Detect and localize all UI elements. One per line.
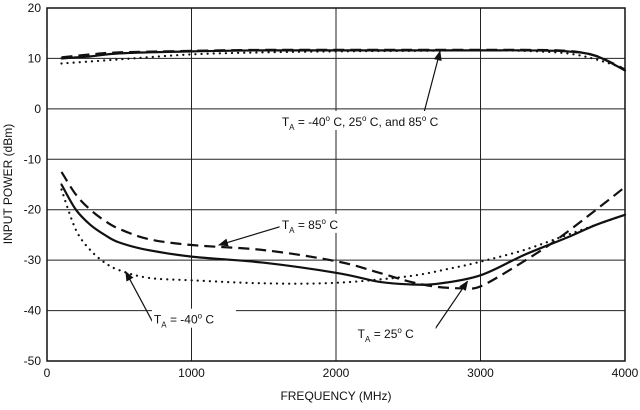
annotation-text-base: T [282,218,290,232]
annotation-text-rest2: C [202,313,214,327]
annotation-text-rest: = -40 [295,115,326,129]
plot-frame [46,7,626,362]
annotation-text-sub: A [289,123,295,132]
y-tick-label: -40 [24,304,42,318]
annotation-text-rest4: C [426,115,438,129]
annotation-text-rest: = -40 [167,313,198,327]
annotation-text-sup1: o [397,326,402,335]
annotation-text-rest2: C [326,218,338,232]
annotation-t85: TA = 85o C [217,213,356,247]
annotation-label-bg [279,213,356,233]
y-tick-label: -10 [24,152,42,166]
annotation-label: TA = 25o C [358,326,415,344]
annotation-text-sup1: o [326,114,331,123]
y-tick-label: -20 [24,203,42,217]
annotation-arrow [217,226,280,247]
annotation-text-sup1: o [322,217,327,226]
series-line-4 [60,183,627,286]
series-line-2 [61,48,626,71]
grid [46,7,626,362]
annotation-label: TA = -40o C [154,312,215,330]
annotation-tm40: TA = -40o C [125,270,236,330]
series-line-0 [60,49,627,70]
annotation-text-sub: A [365,335,371,344]
annotation-arrow [125,270,154,322]
y-axis-label: INPUT POWER (dBm) [1,124,15,244]
x-axis-label: FREQUENCY (MHz) [280,389,391,403]
annotation-text-sub: A [161,321,167,330]
annotation-text-sup1: o [198,312,203,321]
x-tick-label: 0 [44,366,51,380]
y-tick-label: 10 [28,51,42,65]
x-tick-label: 4000 [612,366,639,380]
series-lines [60,48,627,290]
x-tick-label: 1000 [178,366,205,380]
annotation-label: TA = 85o C [282,217,339,235]
annotation-arrow [432,280,469,333]
annotation-label: TA = -40o C, 25o C, and 85o C [282,114,439,132]
annotation-text-sub: A [289,226,295,235]
x-tick-label: 3000 [467,366,494,380]
annotation-text-rest: = 25 [370,327,397,341]
annotation-label-bg [279,110,462,130]
annotations: TA = -40o C, 25o C, and 85o CTA = 85o CT… [125,50,469,344]
annotation-all: TA = -40o C, 25o C, and 85o C [279,50,462,132]
tick-labels: 0 1000 2000 3000 4000 20 10 0 -10 -20 -30 -40 -50 [24,1,639,380]
annotation-t25: TA = 25o C [355,280,469,344]
y-tick-label: 20 [28,1,42,15]
annotation-text-rest2: C, 25 [330,115,362,129]
annotation-text-rest2: C [402,327,414,341]
y-tick-label: -30 [24,253,42,267]
series-line-3 [60,188,627,285]
y-tick-label: 0 [34,102,41,116]
annotation-label-bg [151,308,236,328]
annotation-text-rest: = 85 [295,218,322,232]
series-line-5 [60,171,626,290]
series-line-1 [60,49,627,72]
y-tick-label: -50 [24,354,42,368]
annotation-label-bg [355,322,436,342]
annotation-text-base: T [282,115,290,129]
annotation-text-rest3: C, and 85 [366,115,422,129]
annotation-text-sup3: o [422,114,427,123]
annotation-text-sup2: o [362,114,367,123]
annotation-text-base: T [358,327,366,341]
x-tick-label: 2000 [323,366,350,380]
annotation-text-base: T [154,313,162,327]
